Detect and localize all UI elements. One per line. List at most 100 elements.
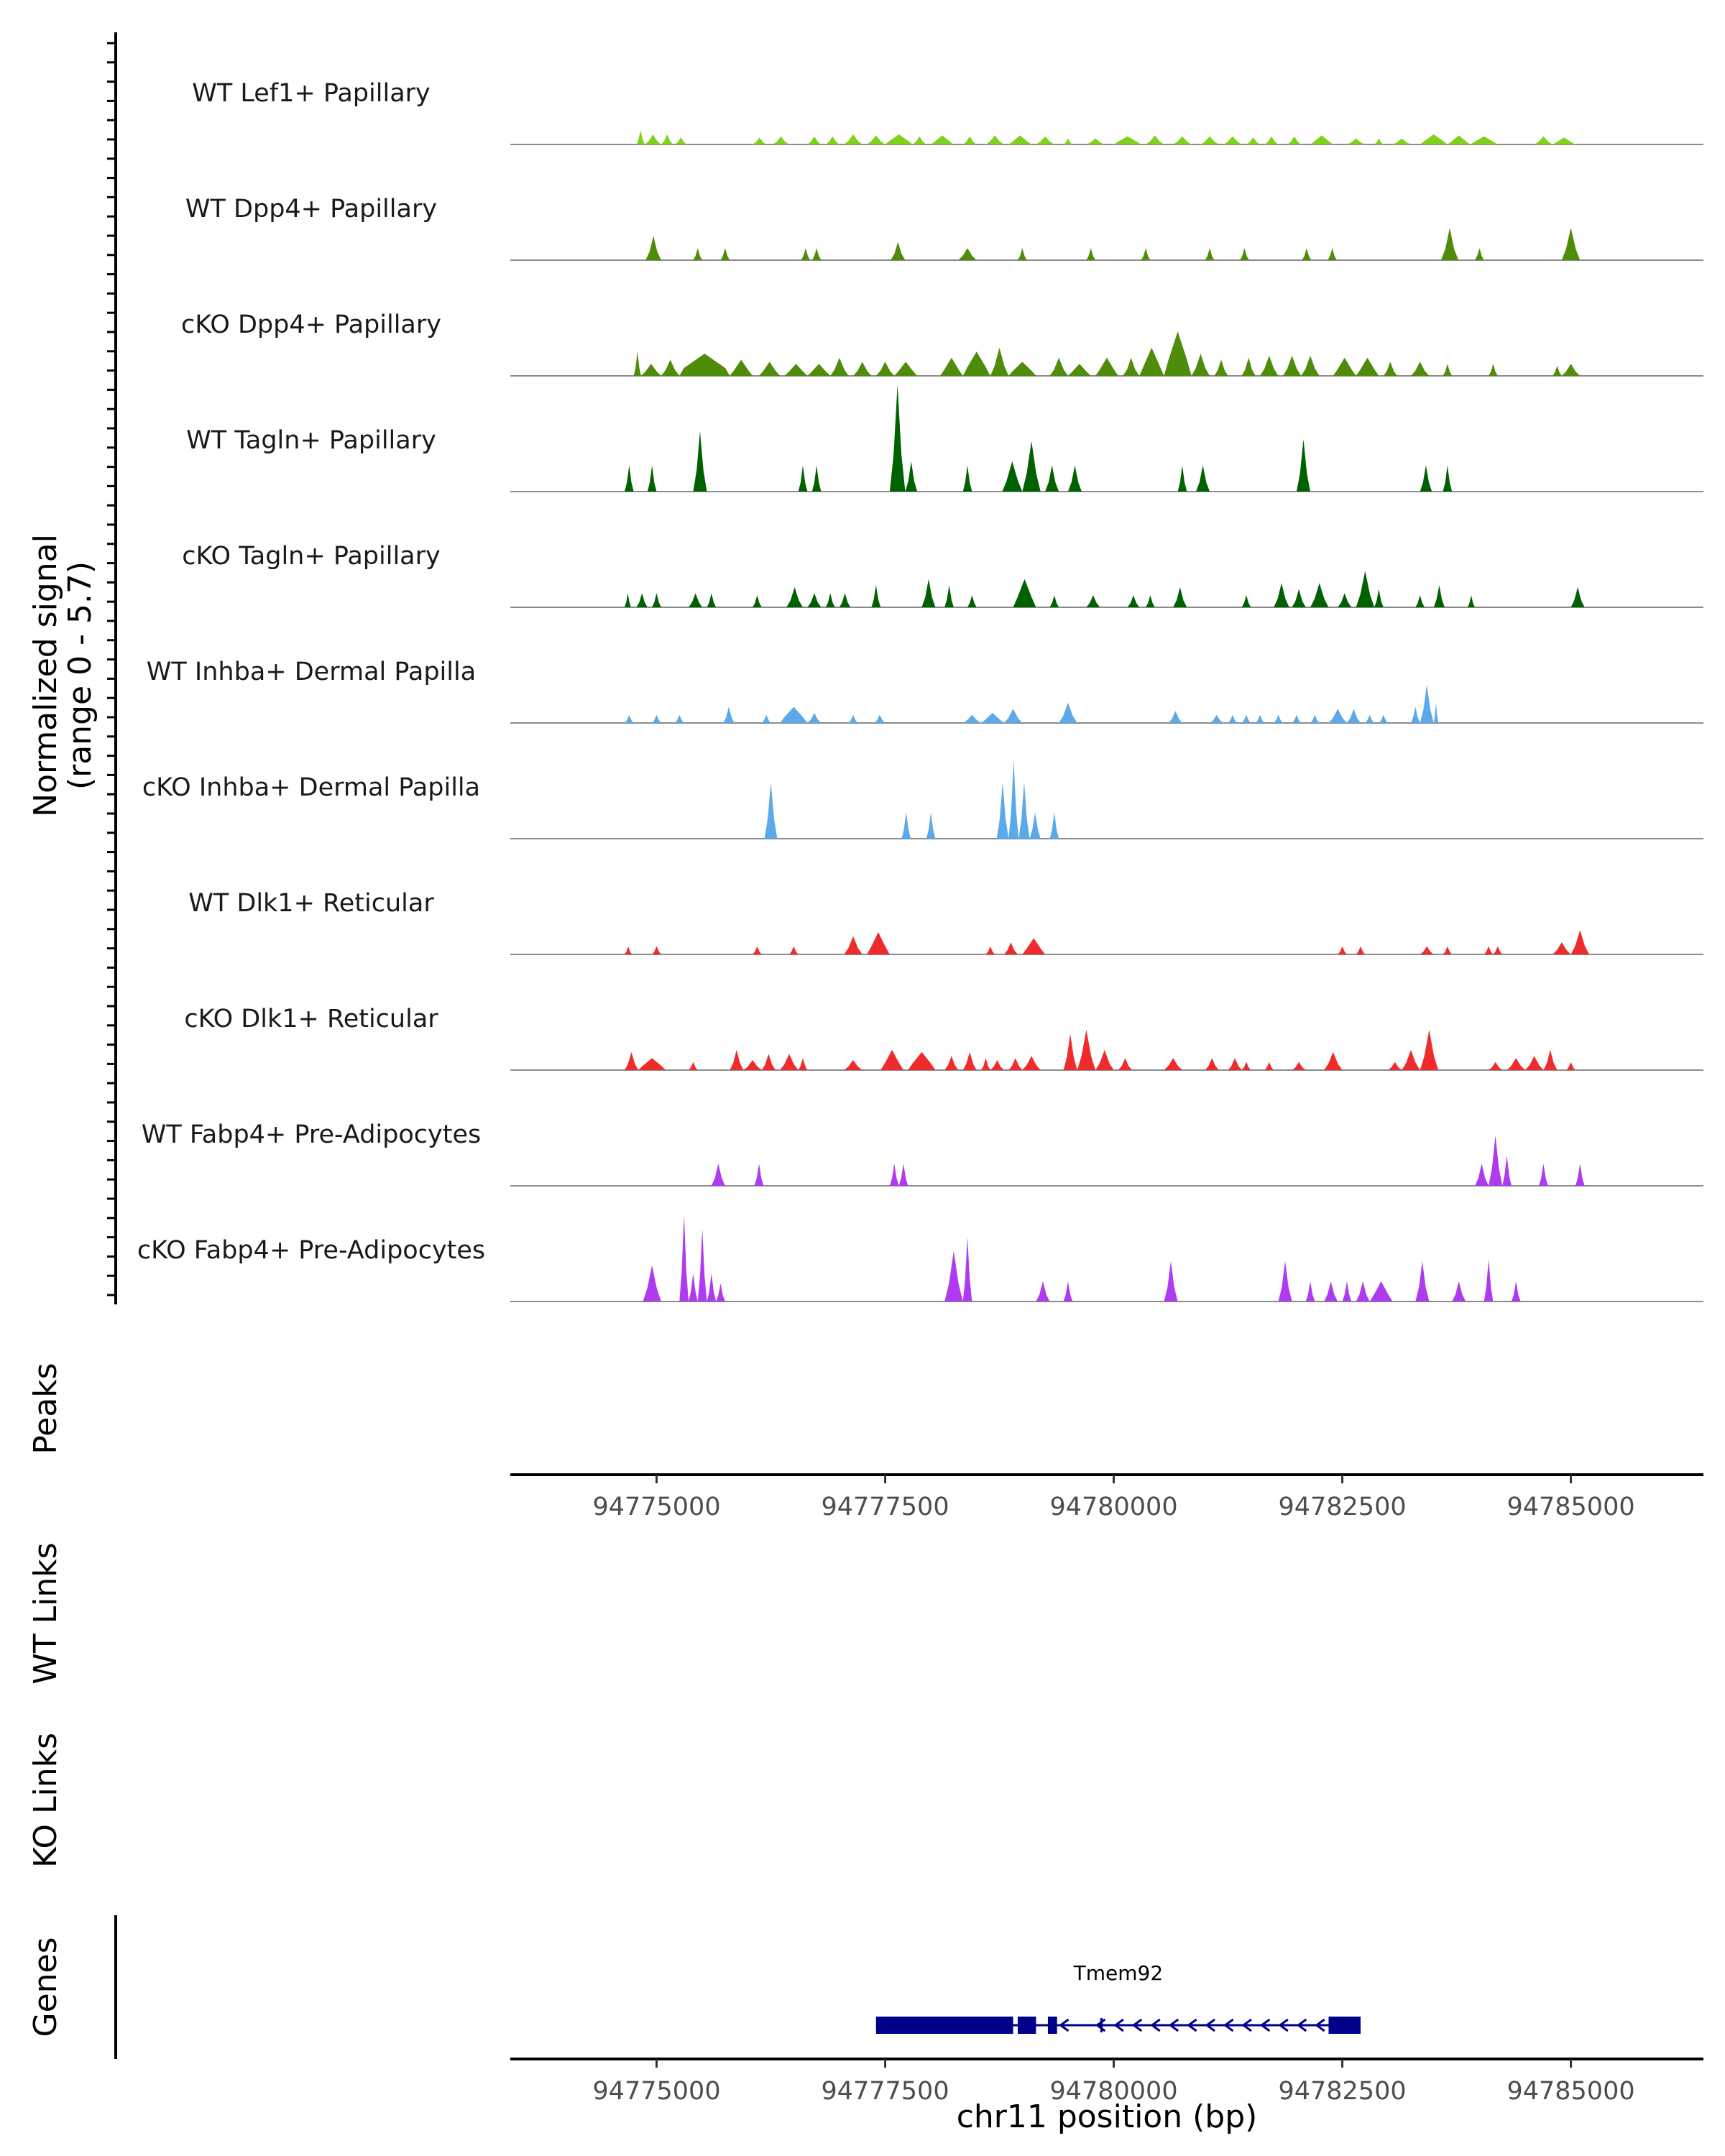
coverage-peak: [689, 1273, 698, 1302]
coverage-track: WT Dlk1+ Reticular: [188, 889, 1703, 955]
coverage-peak: [697, 1228, 707, 1302]
coverage-peak: [1392, 138, 1411, 144]
coverage-peak: [636, 593, 648, 607]
coverage-peak: [1228, 714, 1238, 723]
coverage-peak: [811, 465, 822, 492]
strand-arrow: [1205, 2018, 1215, 2032]
coverage-peak: [786, 586, 803, 607]
coverage-peak: [625, 946, 632, 954]
coverage-peak: [647, 465, 657, 492]
coverage-peak: [1302, 248, 1312, 260]
x-tick-label: 94777500: [821, 1493, 949, 1521]
coverage-peak: [908, 1051, 936, 1070]
coverage-track: WT Fabp4+ Pre-Adipocytes: [142, 1120, 1703, 1187]
coverage-track: WT Inhba+ Dermal Papilla: [147, 658, 1703, 724]
coverage-peak: [1379, 714, 1389, 723]
coverage-peak: [761, 1054, 776, 1070]
coverage-peak: [1018, 248, 1027, 260]
coverage-peak: [1214, 359, 1228, 376]
coverage-peak: [962, 1051, 977, 1070]
panel-label: WT Links: [27, 1542, 64, 1684]
coverage-peak: [689, 593, 703, 607]
coverage-peak: [1420, 1029, 1439, 1070]
coverage-peak: [1552, 942, 1571, 954]
coverage-peak: [1443, 946, 1453, 954]
strand-arrow: [1315, 2018, 1325, 2032]
coverage-peak: [962, 136, 977, 144]
coverage-peak: [1420, 946, 1434, 954]
coverage-peak: [1443, 364, 1453, 376]
panel-label: Genes: [27, 1937, 64, 2037]
coverage-tracks: WT Lef1+ Papillary WT Dpp4+ Papillary cKO …: [137, 79, 1703, 1302]
coverage-peak: [1168, 711, 1182, 723]
x-tick-label: 94775000: [592, 1493, 720, 1521]
coverage-peak: [640, 364, 661, 376]
coverage-peak: [753, 137, 767, 144]
coverage-peak: [867, 932, 890, 954]
coverage-peak: [1411, 706, 1420, 723]
coverage-peak: [1086, 595, 1100, 607]
coverage-peak: [1296, 439, 1310, 492]
coverage-peak: [625, 593, 631, 607]
coverage-track: cKO Dpp4+ Papillary: [181, 310, 1703, 377]
coverage-peak: [853, 361, 872, 376]
coverage-peak: [1008, 135, 1032, 144]
panel-labels: Peaks WT Links KO Links Genes: [27, 1363, 64, 2037]
coverage-peak: [1561, 228, 1581, 260]
coverage-peak: [773, 136, 789, 144]
x-tick-label: 94782500: [1278, 2077, 1406, 2106]
coverage-peak: [1018, 782, 1030, 839]
coverage-peak: [1173, 586, 1187, 607]
strand-arrow: [1223, 2018, 1234, 2032]
coverage-peak: [981, 1058, 990, 1070]
coverage-peak: [1440, 228, 1459, 260]
coverage-peak: [926, 812, 936, 839]
gene-label: Tmem92: [1073, 1961, 1164, 1985]
x-tick-label: 94780000: [1049, 1493, 1177, 1521]
coverage-peak: [1292, 589, 1306, 607]
coverage-track: cKO Inhba+ Dermal Papilla: [142, 760, 1703, 839]
coverage-peak: [1164, 1058, 1182, 1070]
coverage-peak: [1338, 946, 1347, 954]
coverage-peak: [1063, 1033, 1077, 1070]
gene-exon: [1047, 2017, 1057, 2034]
coverage-peak: [1049, 357, 1068, 376]
coverage-peak: [874, 714, 886, 723]
strand-arrow: [1150, 2018, 1161, 2032]
gene-exon: [1017, 2017, 1036, 2034]
coverage-peak: [1539, 1164, 1548, 1186]
coverage-peak: [723, 706, 735, 723]
coverage-track: cKO Tagln+ Papillary: [182, 542, 1703, 608]
coverage-peak: [753, 946, 762, 954]
coverage-peak: [871, 585, 881, 607]
track-label: WT Tagln+ Papillary: [186, 426, 436, 455]
coverage-peak: [1287, 136, 1302, 144]
coverage-peak: [1173, 136, 1192, 144]
track-label: cKO Dpp4+ Papillary: [181, 310, 441, 339]
coverage-peak: [652, 946, 661, 954]
coverage-peak: [962, 465, 972, 492]
coverage-peak: [825, 136, 840, 144]
y-axis-title-line: Normalized signal: [27, 534, 64, 817]
coverage-peak: [1433, 702, 1439, 723]
coverage-peak: [1561, 364, 1581, 376]
coverage-peak: [931, 135, 954, 144]
coverage-peak: [807, 364, 831, 376]
coverage-peak: [1022, 938, 1046, 954]
coverage-peak: [1255, 714, 1265, 723]
coverage-peak: [1191, 354, 1210, 376]
coverage-peak: [844, 134, 862, 144]
gene-exon: [1328, 2017, 1361, 2034]
coverage-track: WT Dpp4+ Papillary: [185, 195, 1703, 261]
coverage-peak: [720, 248, 730, 260]
coverage-peak: [1260, 355, 1279, 376]
coverage-peak: [880, 1049, 903, 1070]
coverage-peak: [1470, 136, 1498, 144]
strand-arrow: [1241, 2018, 1252, 2032]
coverage-peak: [1489, 364, 1498, 376]
coverage-peak: [761, 714, 771, 723]
strand-arrow: [1259, 2018, 1271, 2032]
coverage-peak: [1141, 248, 1151, 260]
coverage-peak: [891, 241, 906, 260]
gene-exon: [875, 2017, 1013, 2034]
